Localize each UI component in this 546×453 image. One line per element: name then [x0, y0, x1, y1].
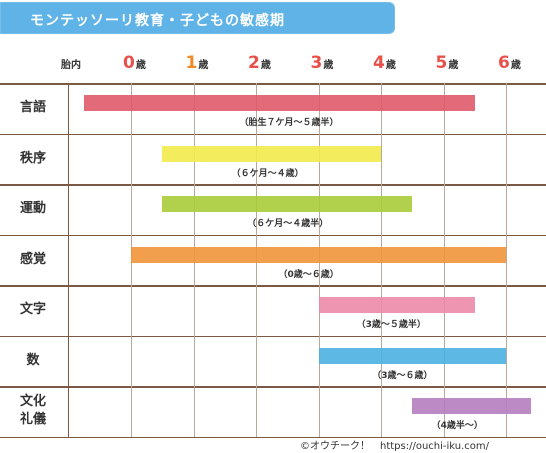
row-label: 運動: [19, 201, 46, 217]
age-unit: 歳: [448, 60, 459, 71]
row-label: 文化 礼儀: [19, 394, 46, 428]
age-header-5: 5歳: [436, 53, 459, 73]
range-label: （3歳～５歳半）: [356, 320, 426, 330]
grid-row-line: [0, 436, 546, 438]
age-unit: 歳: [323, 60, 334, 71]
range-label: （3歳～６歳）: [372, 370, 433, 381]
title-banner: モンテッソーリ教育・子どもの敏感期: [0, 2, 395, 34]
period-bar: [131, 246, 506, 263]
age-header-2: 2歳: [248, 53, 271, 73]
age-header-3: 3歳: [311, 53, 334, 73]
age-unit: 歳: [385, 60, 396, 71]
range-label: （胎生７ケ月～５歳半）: [239, 118, 339, 128]
age-number: 5: [435, 53, 448, 73]
prenatal-header: 胎内: [61, 60, 81, 71]
age-number: 4: [373, 53, 385, 73]
grid-label-divider: [68, 83, 69, 437]
period-bar: [318, 297, 475, 313]
grid-row-line: [0, 285, 546, 287]
age-unit: 歳: [198, 60, 209, 71]
grid-row-line: [0, 386, 546, 388]
period-bar: [318, 347, 506, 364]
period-bar: [412, 398, 531, 414]
credit: ©オウチーク！ https://ouchi-iku.com/: [300, 441, 490, 452]
grid-row-line: [0, 184, 546, 186]
range-label: （６ケ月～４歳半）: [247, 219, 329, 229]
range-label: （0歳～６歳）: [278, 269, 339, 280]
age-number: 0: [123, 53, 135, 73]
grid-row-line: [0, 83, 546, 85]
age-header-4: 4歳: [373, 53, 396, 73]
age-header-6: 6歳: [498, 53, 521, 73]
row-label: 言語: [19, 100, 46, 116]
age-unit: 歳: [260, 60, 271, 71]
page-title: モンテッソーリ教育・子どもの敏感期: [30, 13, 285, 29]
period-bar: [162, 196, 413, 212]
period-bar: [84, 95, 475, 111]
period-bar: [162, 145, 381, 162]
age-unit: 歳: [510, 60, 521, 71]
age-header-1: 1歳: [186, 53, 209, 73]
grid-col-line: [506, 83, 507, 437]
age-number: 1: [185, 53, 198, 73]
age-number: 6: [498, 53, 510, 73]
range-label: （4歳半～）: [431, 421, 483, 431]
row-label: 文字: [19, 302, 46, 318]
age-number: 2: [248, 53, 260, 73]
age-header-0: 0歳: [123, 53, 146, 73]
grid-row-line: [0, 234, 546, 236]
grid-row-line: [0, 335, 546, 337]
row-label: 数: [26, 352, 40, 368]
age-number: 3: [310, 53, 323, 73]
range-label: （６ケ月～４歳）: [231, 168, 304, 179]
grid-row-line: [0, 133, 546, 135]
age-unit: 歳: [135, 60, 146, 71]
row-label: 感覚: [19, 251, 46, 267]
row-label: 秩序: [19, 150, 46, 166]
